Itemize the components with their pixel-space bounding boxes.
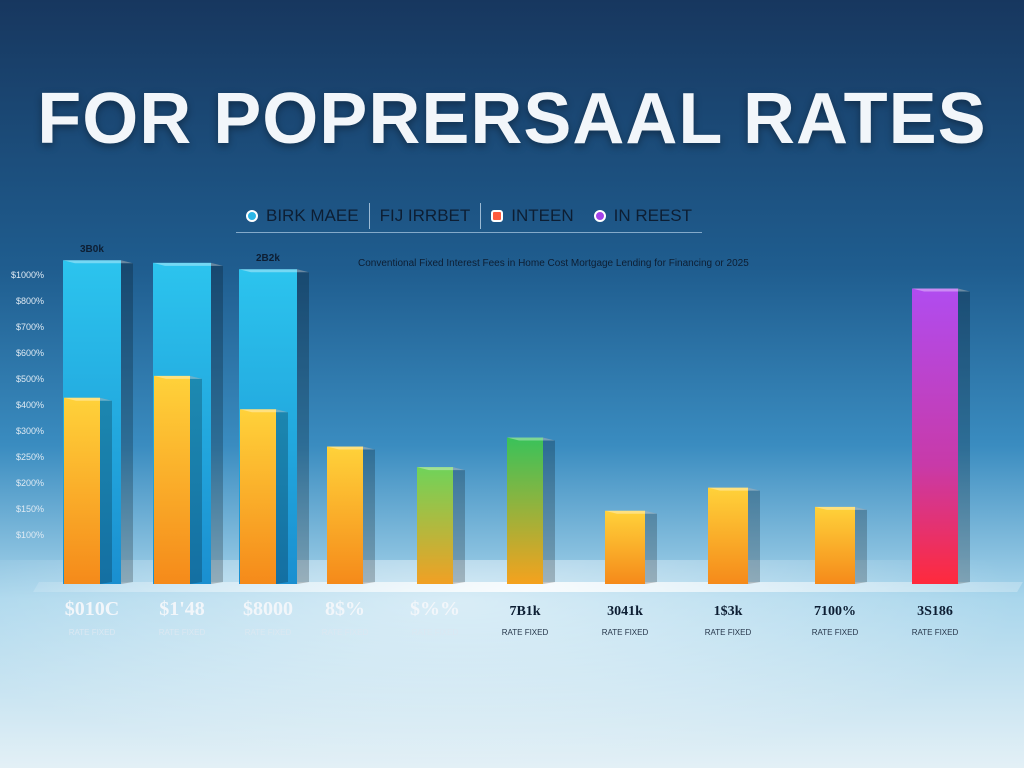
bar-front: [240, 409, 288, 584]
x-sub-label: RATE FIXED: [245, 628, 292, 637]
y-tick-label: $700%: [15, 322, 44, 332]
bar-front: [64, 397, 112, 584]
x-sub-label: RATE FIXED: [602, 628, 649, 637]
bar-front: [605, 510, 657, 584]
chart-subtitle: Conventional Fixed Interest Fees in Home…: [358, 258, 749, 269]
legend-marker-square: [491, 210, 504, 222]
y-tick-label: $100%: [15, 530, 44, 540]
bar-front: [507, 437, 555, 584]
legend-separator: [480, 203, 482, 229]
y-tick-label: $600%: [15, 348, 44, 358]
y-tick-label: $400%: [15, 400, 44, 410]
x-sub-label: RATE FIXED: [502, 628, 549, 637]
chart-title: FOR POPRERSAAL RATES: [37, 79, 987, 159]
x-tick-label: $010C: [65, 598, 119, 620]
bar-front: [815, 506, 867, 584]
y-tick-label: $500%: [15, 374, 44, 384]
y-tick-label: $150%: [15, 504, 44, 514]
x-tick-label: $1'48: [159, 598, 205, 620]
y-tick-label: $800%: [15, 296, 44, 306]
bar-front: [912, 288, 970, 584]
x-tick-label: $8000: [243, 598, 293, 620]
x-tick-label: 3041k: [607, 604, 643, 619]
x-tick-label: 7B1k: [509, 604, 540, 619]
legend-separator: [368, 203, 370, 229]
y-tick-label: $200%: [15, 478, 44, 488]
x-tick-label: 7100%: [814, 604, 856, 619]
bar-front: [417, 467, 465, 584]
legend-label: FIJ IRRBET: [379, 206, 471, 225]
bar-top-label: 3B0k: [80, 244, 104, 256]
y-tick-label: $1000%: [10, 270, 44, 280]
x-sub-label: RATE FIXED: [912, 628, 959, 637]
legend-item-in-reest: IN REEST: [584, 206, 702, 226]
x-tick-label: 1$3k: [714, 604, 743, 619]
x-sub-label: RATE FIXED: [159, 628, 206, 637]
x-sub-label: RATE FIXED: [705, 628, 752, 637]
bar-front: [327, 446, 375, 584]
bar-top-label: 2B2k: [256, 253, 280, 265]
y-tick-label: $300%: [15, 426, 44, 436]
chart-legend: BIRK MAEE FIJ IRRBET INTEEN IN REEST: [236, 200, 702, 233]
x-sub-label: RATE FIXED: [69, 628, 116, 637]
bar-front: [708, 487, 760, 584]
legend-label: BIRK MAEE: [266, 206, 359, 225]
bar-front: [154, 375, 202, 584]
floor-glow: [0, 560, 1024, 768]
legend-marker-dot: [593, 210, 606, 222]
x-tick-label: 8$%: [325, 598, 365, 620]
legend-label: INTEEN: [511, 206, 574, 225]
legend-label: IN REEST: [613, 206, 693, 225]
y-tick-label: $250%: [15, 452, 44, 462]
x-sub-label: RATE FIXED: [812, 628, 859, 637]
legend-item-fij-irrbet: FIJ IRRBET: [370, 206, 481, 226]
legend-item-birk-maee: BIRK MAEE: [236, 206, 369, 226]
x-sub-label: RATE FIXED: [322, 628, 369, 637]
legend-marker-dot: [246, 210, 258, 222]
x-tick-label: $%%: [410, 598, 460, 620]
x-sub-label: RATE FIXED: [412, 628, 459, 637]
legend-item-inteen: INTEEN: [481, 206, 583, 226]
x-tick-label: 3S186: [917, 604, 953, 619]
